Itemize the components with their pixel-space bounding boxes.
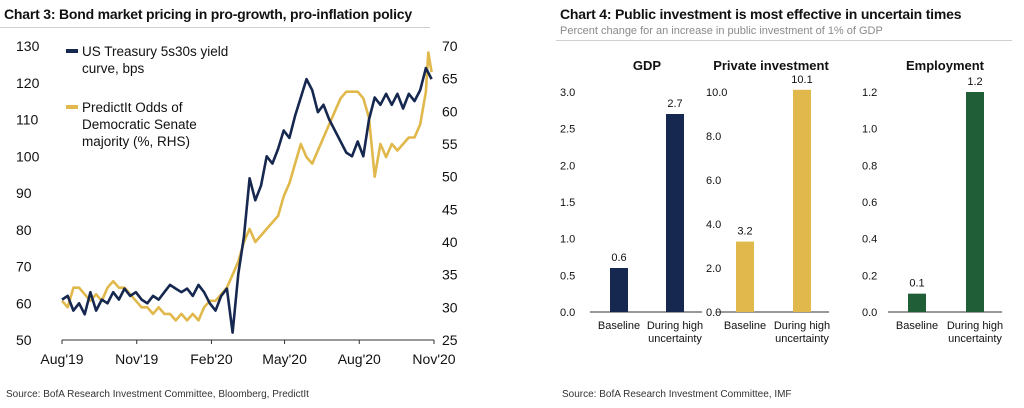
y-tick-label: 0.2 [862, 270, 877, 282]
bar-value-label: 1.2 [967, 76, 982, 88]
chart3-panel: Chart 3: Bond market pricing in pro-grow… [0, 6, 458, 400]
y-tick-label: 1.5 [560, 197, 575, 209]
bar-employment-high-uncertainty [966, 92, 984, 312]
subchart-title-gdp: GDP [633, 58, 662, 73]
series-line-predictit-odds [61, 51, 433, 322]
bar-value-label: 2.7 [667, 98, 682, 110]
series-line-treasury-5s30s [61, 66, 433, 334]
y-tick-label: 0.8 [862, 160, 877, 172]
legend-label: US Treasury 5s30s yield [82, 44, 228, 59]
x-category-label: uncertainty [775, 333, 829, 345]
bar-value-label: 3.2 [737, 226, 752, 238]
bar-private-investment-baseline [736, 241, 754, 312]
y-right-tick-label: 30 [442, 299, 458, 315]
y-right-tick-label: 70 [442, 38, 458, 54]
y-tick-label: 3.0 [560, 87, 575, 99]
y-tick-label: 1.2 [862, 87, 877, 99]
bar-value-label: 0.6 [611, 252, 626, 264]
y-left-tick-label: 50 [16, 332, 32, 348]
y-tick-label: 0.0 [560, 307, 575, 319]
x-tick-label: May'20 [262, 351, 307, 367]
chart4-panel: Chart 4: Public investment is most effec… [556, 0, 1024, 408]
x-tick-label: Nov'20 [412, 351, 455, 367]
x-tick-label: Aug'19 [40, 351, 83, 367]
y-tick-label: 4.0 [706, 219, 721, 231]
bar-value-label: 10.1 [791, 74, 812, 86]
x-category-label: Baseline [896, 320, 938, 332]
y-left-tick-label: 80 [16, 222, 32, 238]
bar-gdp-high-uncertainty [666, 114, 684, 312]
y-tick-label: 1.0 [862, 124, 877, 136]
y-right-tick-label: 55 [442, 136, 458, 152]
y-tick-label: 2.0 [706, 263, 721, 275]
chart3-source: Source: BofA Research Investment Committ… [6, 389, 309, 400]
y-tick-label: 6.0 [706, 175, 721, 187]
y-left-tick-label: 120 [16, 75, 40, 91]
x-tick-label: Feb'20 [190, 351, 233, 367]
bar-value-label: 0.1 [909, 278, 924, 290]
y-left-tick-label: 70 [16, 259, 32, 275]
y-tick-label: 1.0 [560, 234, 575, 246]
y-tick-label: 0.0 [706, 307, 721, 319]
y-right-tick-label: 60 [442, 103, 458, 119]
x-category-label: uncertainty [948, 333, 1002, 345]
x-tick-label: Nov'19 [115, 351, 158, 367]
y-tick-label: 0.0 [862, 307, 877, 319]
y-left-tick-label: 130 [16, 38, 40, 54]
x-category-label: uncertainty [648, 333, 702, 345]
legend-label: curve, bps [82, 61, 145, 76]
y-left-tick-label: 110 [16, 112, 39, 128]
x-category-label: Baseline [598, 320, 640, 332]
y-right-tick-label: 45 [442, 201, 458, 217]
y-tick-label: 2.0 [560, 160, 575, 172]
x-tick-label: Aug'20 [338, 351, 381, 367]
bar-private-investment-high-uncertainty [793, 89, 811, 312]
subchart-title-employment: Employment [906, 58, 985, 73]
x-category-label: During high [774, 320, 830, 332]
x-category-label: Baseline [724, 320, 766, 332]
y-left-tick-label: 100 [16, 148, 40, 164]
chart3-title: Chart 3: Bond market pricing in pro-grow… [4, 6, 412, 22]
line-chart: 50 60 70 80 90 100 110 120 130 25 30 35 40 45 50 55 60 65… [16, 38, 458, 367]
bar-charts: GDP 0.0 0.5 1.0 1.5 2.0 2.5 3.0 0.6 Baseline 2.7 Du… [560, 58, 1003, 345]
bar-employment-baseline [908, 293, 926, 312]
subchart-title-private-investment: Private investment [713, 58, 829, 73]
chart4-subtitle-rule [556, 40, 1012, 41]
y-right-tick-label: 65 [442, 71, 458, 87]
y-tick-label: 10.0 [706, 87, 727, 99]
legend-label: majority (%, RHS) [82, 134, 190, 149]
y-tick-label: 0.5 [560, 270, 575, 282]
y-tick-label: 2.5 [560, 124, 575, 136]
y-tick-label: 0.6 [862, 197, 877, 209]
x-category-label: During high [647, 320, 703, 332]
chart4-subtitle: Percent change for an increase in public… [560, 25, 883, 37]
y-tick-label: 0.4 [862, 234, 877, 246]
y-right-tick-label: 25 [442, 332, 458, 348]
bar-gdp-baseline [610, 268, 628, 312]
x-category-label: During high [947, 320, 1003, 332]
y-right-tick-label: 35 [442, 267, 458, 283]
legend-label: Democratic Senate [82, 117, 197, 132]
y-left-tick-label: 90 [16, 185, 32, 201]
y-tick-label: 8.0 [706, 131, 721, 143]
chart4-source: Source: BofA Research Investment Committ… [562, 389, 792, 400]
legend-label: PredictIt Odds of [82, 100, 183, 115]
y-right-tick-label: 40 [442, 234, 458, 250]
chart4-title: Chart 4: Public investment is most effec… [560, 6, 962, 22]
chart3-title-rule [0, 27, 430, 28]
y-left-tick-label: 60 [16, 295, 32, 311]
y-right-tick-label: 50 [442, 169, 458, 185]
